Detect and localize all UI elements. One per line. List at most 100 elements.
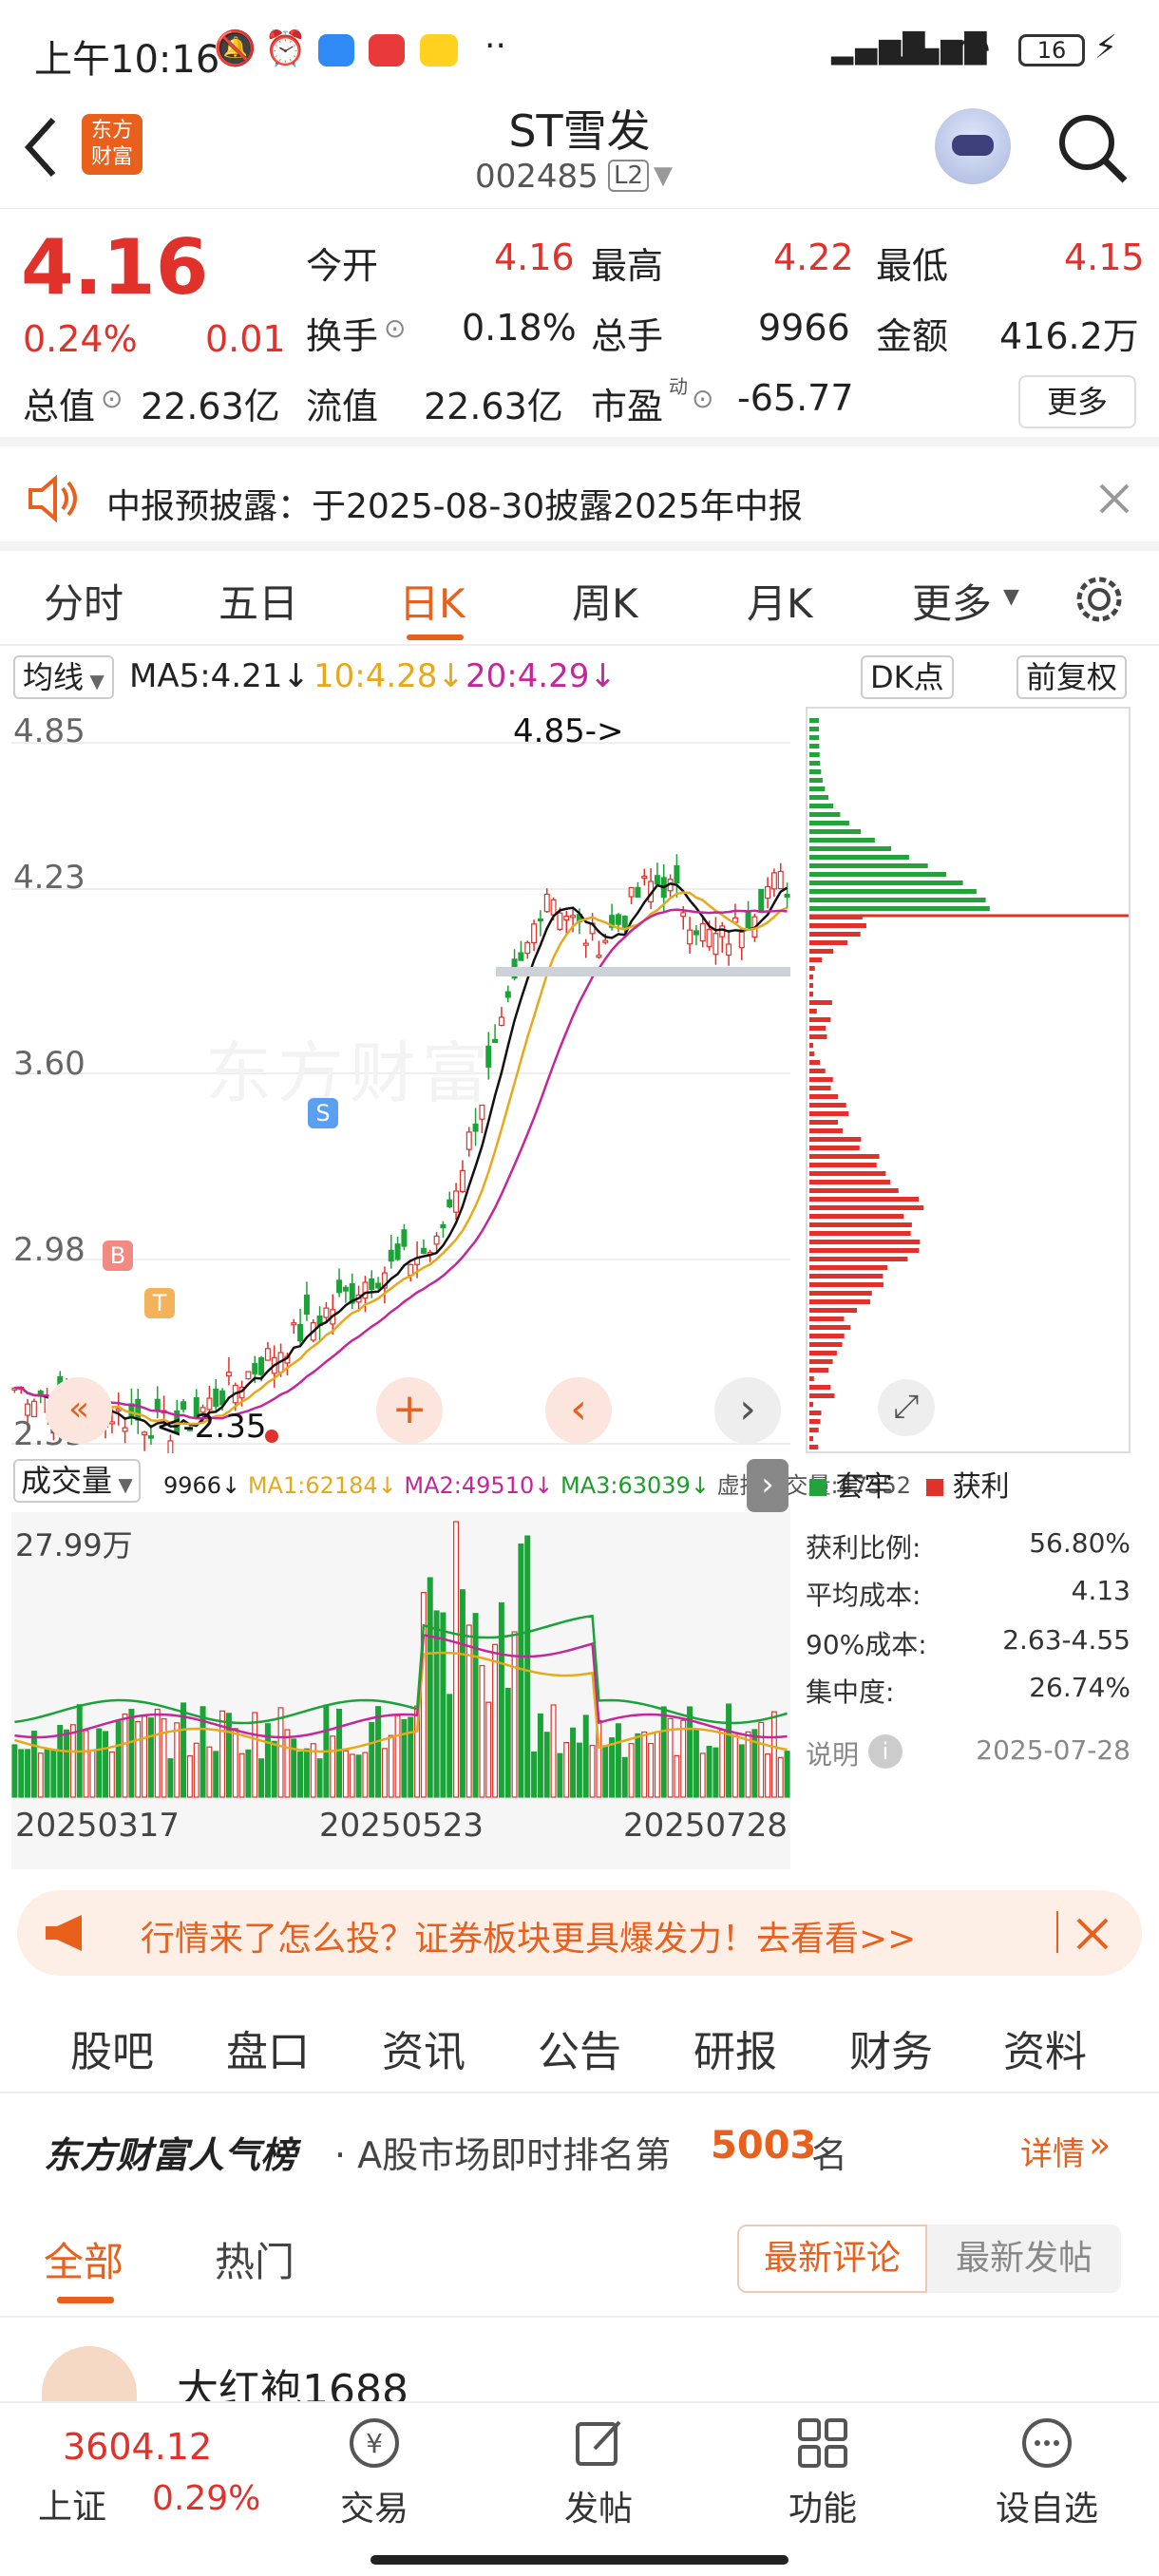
volume-chart[interactable]: 27.99万 20250317 20250523 20250728 <box>11 1512 790 1869</box>
index-pct[interactable]: 0.29% <box>152 2479 261 2518</box>
volume-bar <box>232 1728 238 1798</box>
chip-bar <box>809 863 928 868</box>
dk-point-button[interactable]: DK点 <box>861 655 954 699</box>
volume-bar <box>576 1742 582 1798</box>
notice-bar[interactable]: 中报预披露：于2025-08-30披露2025年中报 <box>0 456 1159 551</box>
battery-icon: 16 <box>1018 34 1085 66</box>
latest-post-button[interactable]: 最新发帖 <box>927 2225 1121 2293</box>
zoom-in-button[interactable]: + <box>376 1377 443 1444</box>
tab-daily-k[interactable]: 日K <box>399 580 466 627</box>
buy-signal-badge[interactable]: B <box>103 1241 133 1271</box>
indicator-selector[interactable]: 成交量 ▼ <box>13 1459 141 1503</box>
chip-bar <box>809 1368 829 1373</box>
volume-bar <box>543 1732 550 1798</box>
promo-banner[interactable]: 行情来了怎么投？证券板块更具爆发力！去看看>> <box>17 1890 1142 1976</box>
tab-all[interactable]: 全部 <box>44 2239 124 2285</box>
kline-svg <box>11 742 790 1453</box>
chip-bar <box>809 1419 821 1424</box>
volume-bar <box>453 1521 460 1798</box>
high-value: 4.22 <box>773 237 854 278</box>
date-tick-label: 20250317 <box>15 1807 180 1845</box>
candle-body <box>674 864 680 884</box>
kline-chart[interactable]: 东方财富 4.85 4.23 3.60 2.98 2.35 4.85-> <-2… <box>11 707 790 1453</box>
candle-body <box>167 1440 174 1453</box>
tab-weekly-k[interactable]: 周K <box>572 580 638 627</box>
volume-bar <box>518 1544 524 1798</box>
more-button[interactable]: 更多 <box>1018 375 1136 428</box>
index-name[interactable]: 上证 <box>38 2488 107 2527</box>
scroll-left-fast-button[interactable]: « <box>46 1377 112 1444</box>
nav-post[interactable]: 发帖 <box>504 2415 694 2530</box>
step-right-button[interactable]: › <box>714 1377 781 1444</box>
index-value[interactable]: 3604.12 <box>63 2426 213 2468</box>
tab-announcements[interactable]: 公告 <box>538 2028 621 2076</box>
close-icon[interactable] <box>1075 1917 1110 1951</box>
settings-gear-icon[interactable] <box>1072 572 1127 627</box>
ma-selector[interactable]: 均线 ▼ <box>13 655 114 699</box>
app-notify-icon <box>318 34 354 66</box>
tab-more[interactable]: 更多 <box>912 580 993 627</box>
amount-label: 金额 <box>876 315 949 357</box>
info-icon[interactable]: ⊙ <box>101 383 124 414</box>
chip-bar <box>809 1188 899 1193</box>
robot-assistant-icon[interactable] <box>935 108 1011 184</box>
nav-add-watchlist[interactable]: 设自选 <box>952 2415 1142 2530</box>
code-dropdown-icon[interactable]: ▼ <box>654 161 673 190</box>
chip-bar <box>809 761 821 766</box>
tab-finance[interactable]: 财务 <box>849 2028 933 2076</box>
ma5-line <box>14 882 788 1429</box>
back-arrow-icon[interactable] <box>21 114 59 180</box>
change-percent: 0.24% <box>23 318 138 360</box>
post-item[interactable]: 大红袍1688 <box>0 2318 1159 2415</box>
expand-right-button[interactable]: › <box>747 1459 788 1512</box>
info-icon[interactable]: ⊙ <box>692 383 714 414</box>
tab-pankou[interactable]: 盘口 <box>226 2028 310 2076</box>
sell-signal-badge[interactable]: S <box>308 1098 338 1128</box>
close-icon[interactable] <box>1098 483 1130 515</box>
tab-five-day[interactable]: 五日 <box>218 580 299 627</box>
avatar[interactable] <box>42 2346 137 2403</box>
chip-bar <box>809 1359 833 1364</box>
volume-bar <box>446 1694 453 1798</box>
stat-value: 26.74% <box>1029 1672 1130 1703</box>
tab-profile[interactable]: 资料 <box>1003 2028 1087 2076</box>
level2-badge[interactable]: L2 <box>608 160 650 192</box>
adjust-button[interactable]: 前复权 <box>1016 655 1128 699</box>
expand-icon[interactable]: ⤢ <box>878 1379 935 1436</box>
volume-bar <box>142 1715 148 1798</box>
tab-intraday[interactable]: 分时 <box>44 580 124 627</box>
rank-detail-link[interactable]: 详情 <box>1020 2135 1085 2173</box>
candle-body <box>186 1428 193 1431</box>
volume-ma-line <box>14 1651 788 1753</box>
search-icon[interactable] <box>1054 110 1130 186</box>
volume-bar <box>362 1752 369 1798</box>
tab-guba[interactable]: 股吧 <box>70 2028 154 2076</box>
candle-body <box>147 1435 154 1439</box>
step-left-button[interactable]: ‹ <box>545 1377 612 1444</box>
nav-trade[interactable]: ¥ 交易 <box>279 2415 469 2530</box>
volume-bar <box>330 1735 336 1798</box>
tab-news[interactable]: 资讯 <box>382 2028 466 2076</box>
latest-comment-button[interactable]: 最新评论 <box>737 2225 927 2293</box>
candle-body <box>264 1348 271 1361</box>
chip-bar <box>809 1240 921 1244</box>
ma20-value: 20:4.29↓ <box>466 657 617 695</box>
chip-bar <box>809 778 823 783</box>
tab-research[interactable]: 研报 <box>694 2028 777 2076</box>
volume-bar <box>557 1752 563 1798</box>
tab-monthly-k[interactable]: 月K <box>747 580 813 627</box>
volume-bar <box>349 1753 355 1798</box>
popularity-rank[interactable]: 东方财富人气榜 · A股市场即时排名第 5003 名 详情 » <box>0 2099 1159 2194</box>
chip-distribution[interactable]: ⤢ <box>806 707 1130 1453</box>
candle-body <box>738 931 745 949</box>
info-icon[interactable]: i <box>868 1734 902 1769</box>
bottom-nav: 3604.12 上证 0.29% ¥ 交易 发帖 功能 设自选 <box>0 2401 1159 2576</box>
info-icon[interactable]: ⊙ <box>384 313 407 344</box>
volume-bar <box>122 1714 128 1798</box>
t-signal-badge[interactable]: T <box>144 1288 175 1318</box>
tab-hot[interactable]: 热门 <box>215 2239 295 2285</box>
volume-bar <box>609 1737 616 1798</box>
candle-body <box>777 870 784 890</box>
nav-function[interactable]: 功能 <box>728 2415 918 2530</box>
stat-note-row[interactable]: 说明 i 2025-07-28 <box>806 1734 1130 1772</box>
